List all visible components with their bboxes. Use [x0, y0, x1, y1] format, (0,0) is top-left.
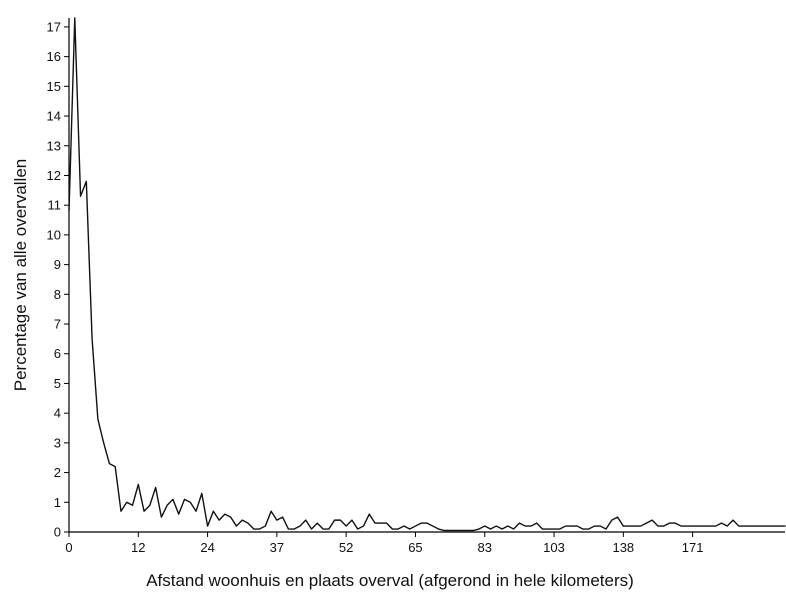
y-tick-label: 11: [48, 198, 62, 213]
y-tick-label: 7: [54, 317, 61, 332]
y-tick-label: 0: [54, 525, 61, 540]
y-tick-label: 13: [47, 138, 61, 153]
x-tick-label: 171: [682, 540, 704, 555]
y-tick-label: 15: [47, 79, 61, 94]
x-tick-label: 52: [339, 540, 353, 555]
y-tick-label: 12: [47, 168, 61, 183]
x-tick-label: 103: [543, 540, 565, 555]
y-tick-label: 16: [47, 49, 61, 64]
y-tick-label: 17: [47, 19, 61, 34]
y-tick-label: 10: [47, 227, 61, 242]
x-tick-label: 37: [270, 540, 284, 555]
y-tick-label: 2: [54, 465, 61, 480]
y-tick-label: 4: [54, 406, 61, 421]
x-tick-label: 0: [65, 540, 72, 555]
y-tick-label: 9: [54, 257, 61, 272]
series-line: [68, 17, 786, 532]
x-tick-label: 24: [200, 540, 214, 555]
x-axis-ticks: 0 12 24 37 52 65 83 103 138 171: [65, 532, 703, 555]
x-tick-label: 138: [612, 540, 634, 555]
x-tick-label: 83: [478, 540, 492, 555]
y-tick-label: 14: [47, 109, 61, 124]
y-axis-label: Percentage van alle overvallen: [11, 159, 30, 391]
y-tick-label: 1: [54, 495, 61, 510]
y-tick-label: 6: [54, 346, 61, 361]
x-axis-label: Afstand woonhuis en plaats overval (afge…: [146, 571, 634, 590]
x-tick-label: 65: [408, 540, 422, 555]
y-tick-label: 5: [54, 376, 61, 391]
y-tick-label: 8: [54, 287, 61, 302]
y-tick-label: 3: [54, 435, 61, 450]
x-tick-label: 12: [131, 540, 145, 555]
